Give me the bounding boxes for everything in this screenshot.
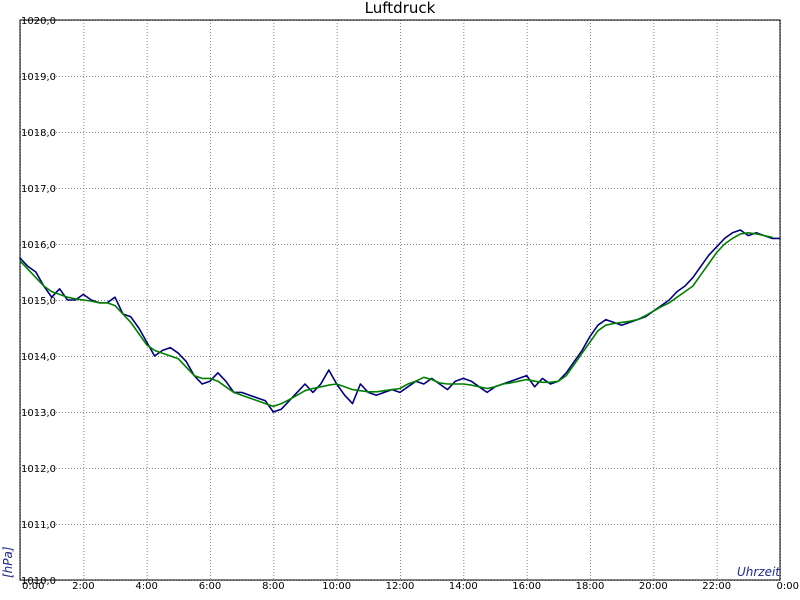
y-tick-label: 1011,0 xyxy=(21,520,56,531)
y-tick-label: 1019,0 xyxy=(21,72,56,83)
x-tick-label: 8:00 xyxy=(262,581,284,592)
series-group xyxy=(19,229,781,413)
x-tick-label: 2:00 xyxy=(72,581,94,592)
plot-frame xyxy=(19,19,781,581)
y-tick-label: 1014,0 xyxy=(21,352,56,363)
x-tick-label: 20:00 xyxy=(639,581,668,592)
y-axis-ticks: 1010,0 1011,0 1012,0 1013,0 1014,0 1015,0 1016… xyxy=(21,16,56,587)
y-tick-label: 1010,0 xyxy=(21,576,56,587)
y-tick-label: 1013,0 xyxy=(21,408,56,419)
y-tick-label: 1016,0 xyxy=(21,240,56,251)
x-tick-label: 0:00 xyxy=(22,581,44,592)
x-tick-label: 10:00 xyxy=(322,581,351,592)
y-tick-label: 1017,0 xyxy=(21,184,56,195)
x-tick-label: 12:00 xyxy=(386,581,415,592)
x-tick-label: 18:00 xyxy=(576,581,605,592)
x-tick-label: 22:00 xyxy=(702,581,731,592)
x-tick-label: 6:00 xyxy=(199,581,221,592)
y-tick-label: 1015,0 xyxy=(21,296,56,307)
y-tick-label: 1012,0 xyxy=(21,464,56,475)
x-tick-label: 16:00 xyxy=(512,581,541,592)
x-axis-ticks: 0:00 2:00 4:00 6:00 8:00 10:00 12:00 14:00 16:00… xyxy=(22,581,799,592)
x-tick-label: 4:00 xyxy=(135,581,157,592)
grid-lines xyxy=(20,20,781,581)
y-tick-label: 1018,0 xyxy=(21,128,56,139)
y-tick-label: 1020,0 xyxy=(21,16,56,27)
x-tick-label: 14:00 xyxy=(449,581,478,592)
chart-title: Luftdruck xyxy=(365,0,436,17)
x-tick-label: 0:00 xyxy=(777,581,799,592)
y-axis-label: [hPa] xyxy=(1,546,15,578)
series-line-2 xyxy=(19,232,773,408)
x-axis-label: Uhrzeit xyxy=(737,565,781,579)
